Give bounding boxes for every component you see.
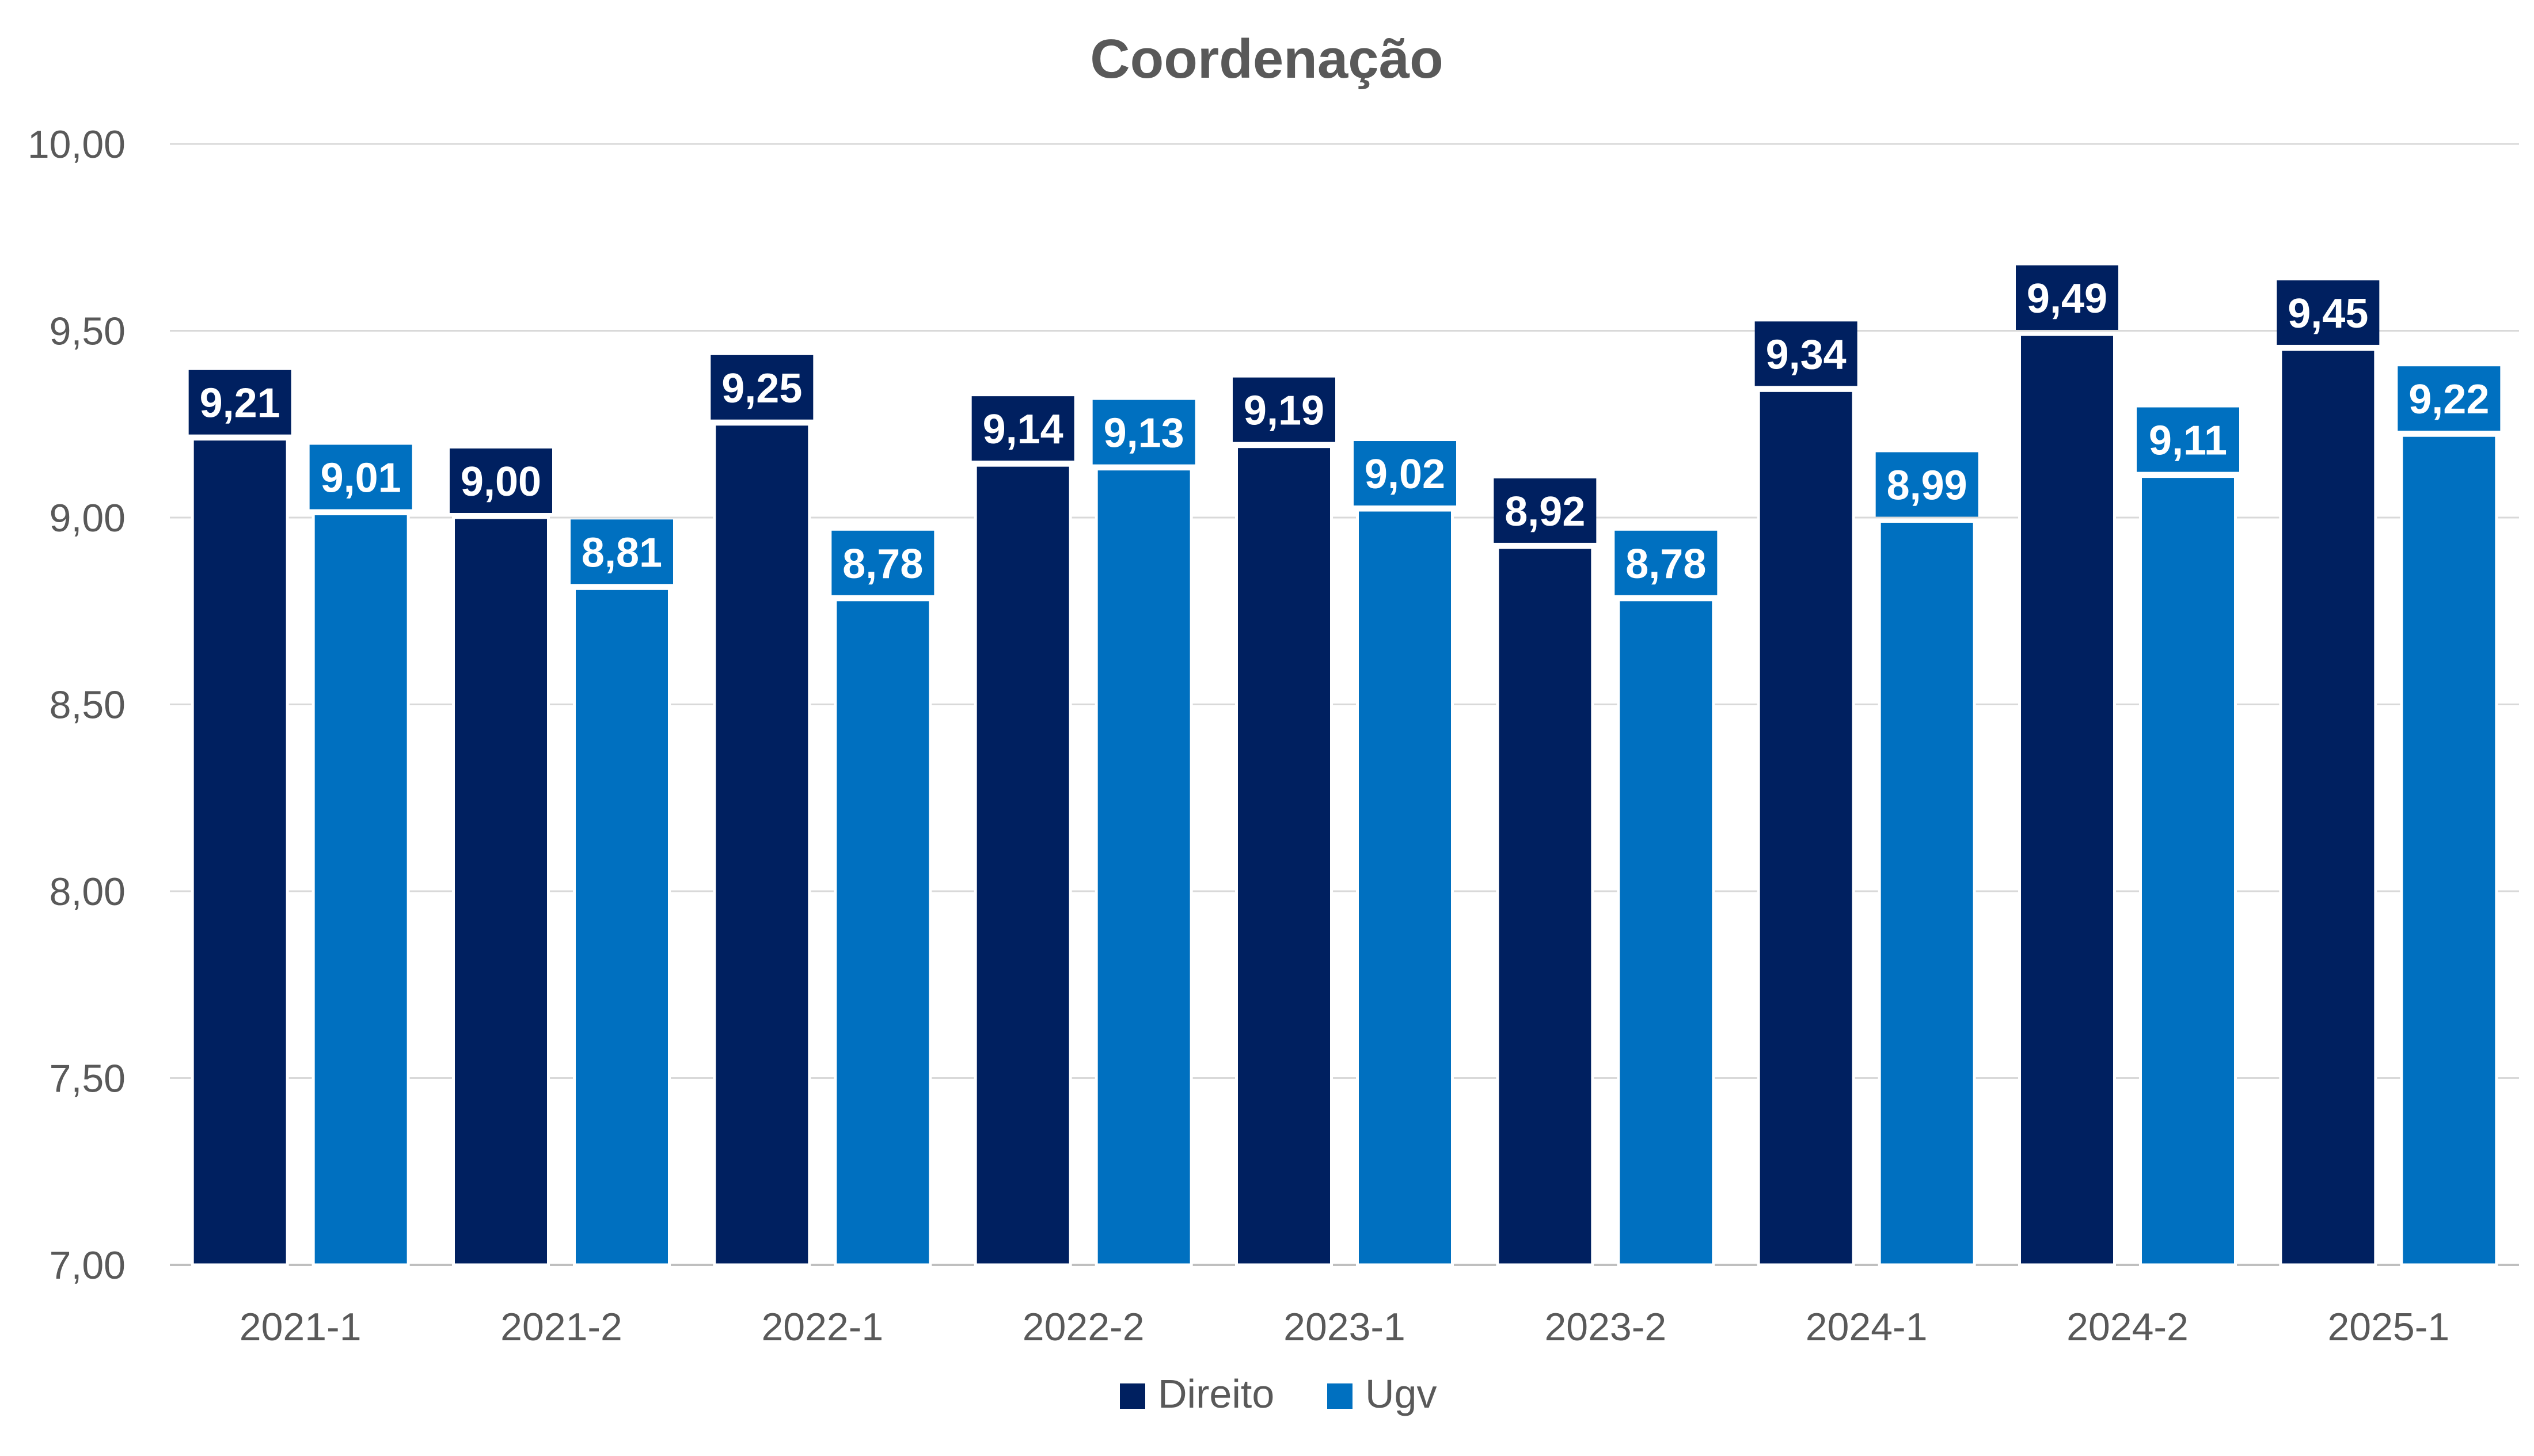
data-label-box [188,370,291,435]
data-label: 9,14 [983,406,1063,453]
data-label: 9,49 [2027,276,2107,322]
bar-ugv [2139,475,2237,1267]
bar-ugv [1095,467,1193,1267]
x-tick-label: 2025-1 [2327,1305,2449,1349]
data-label: 9,11 [2149,418,2227,464]
bar-direito [191,438,289,1267]
data-label: 9,13 [1104,410,1184,457]
bar-direito [2279,348,2377,1267]
bar-ugv [1878,519,1976,1267]
data-label-box [2398,366,2501,431]
data-label-box [1494,478,1597,543]
data-label-box [1754,321,1857,386]
data-label: 9,01 [321,455,401,501]
data-label-box [450,448,552,513]
data-label: 9,02 [1365,451,1445,497]
y-tick-label: 10,00 [28,123,126,166]
bar-direito [452,516,550,1267]
gridlines [170,143,2519,1266]
data-label-box [1614,530,1718,595]
data-label: 9,34 [1766,332,1847,378]
legend-swatch-ugv [1327,1383,1353,1409]
data-label: 9,21 [200,381,280,427]
x-tick-label: 2022-2 [1023,1305,1145,1349]
x-tick-label: 2023-2 [1544,1305,1666,1349]
data-label-box [711,355,814,420]
data-label-box [831,530,934,595]
bar-ugv [1356,508,1454,1267]
bar-direito [1757,389,1855,1267]
x-tick-label: 2022-1 [761,1305,883,1349]
y-tick-label: 8,50 [50,683,126,727]
legend: Direito Ugv [1120,1371,1437,1416]
data-label-box [309,444,412,510]
bar-direito [2018,333,2116,1267]
data-label-box [1875,452,1978,517]
data-label-box [971,396,1074,461]
chart-title: Coordenação [1090,28,1443,90]
data-label: 9,19 [1244,388,1324,434]
data-label: 9,45 [2288,291,2368,337]
bar-direito [713,423,811,1267]
data-label: 8,81 [582,530,662,576]
legend-swatch-direito [1120,1383,1145,1409]
bar-ugv [834,598,932,1267]
x-tick-label: 2021-1 [240,1305,362,1349]
y-axis: 7,00 7,50 8,00 8,50 9,00 9,50 10,00 [28,123,126,1287]
x-tick-label: 2021-2 [500,1305,622,1349]
data-label-box [571,519,673,584]
bar-direito [974,463,1072,1267]
legend-label-ugv: Ugv [1365,1371,1437,1416]
data-label-box [1233,377,1335,442]
data-label: 8,92 [1505,489,1585,535]
x-tick-label: 2023-1 [1283,1305,1405,1349]
bars [191,333,2498,1267]
y-tick-label: 9,00 [50,496,126,540]
data-label-box [2277,280,2380,345]
data-label: 9,22 [2408,377,2489,423]
bar-direito [1496,546,1594,1267]
x-tick-label: 2024-2 [2066,1305,2189,1349]
bar-ugv [311,512,410,1267]
data-label-box [2137,407,2239,472]
bar-direito [1235,445,1333,1267]
legend-label-direito: Direito [1158,1371,1274,1416]
data-label-box [1092,400,1195,465]
x-axis: 2021-1 2021-2 2022-1 2022-2 2023-1 2023-2 2024… [240,1305,2449,1349]
data-label: 8,99 [1887,462,1967,508]
y-tick-label: 8,00 [50,870,126,914]
y-tick-label: 7,50 [50,1057,126,1101]
bar-ugv [2400,434,2498,1267]
data-label-box [2016,265,2118,330]
bar-ugv [573,587,671,1267]
x-tick-label: 2024-1 [1806,1305,1928,1349]
data-labels: 9,21 9,01 9,00 8,81 9,25 8,78 9,14 9,13 9,19 9,02… [188,265,2501,595]
bar-ugv [1617,598,1715,1267]
data-label: 8,78 [842,541,923,587]
data-label-box [1354,441,1456,506]
y-tick-label: 7,00 [50,1244,126,1287]
data-label: 8,78 [1625,541,1706,587]
data-label: 9,25 [721,366,802,412]
y-tick-label: 9,50 [50,310,126,353]
data-label: 9,00 [461,459,541,505]
